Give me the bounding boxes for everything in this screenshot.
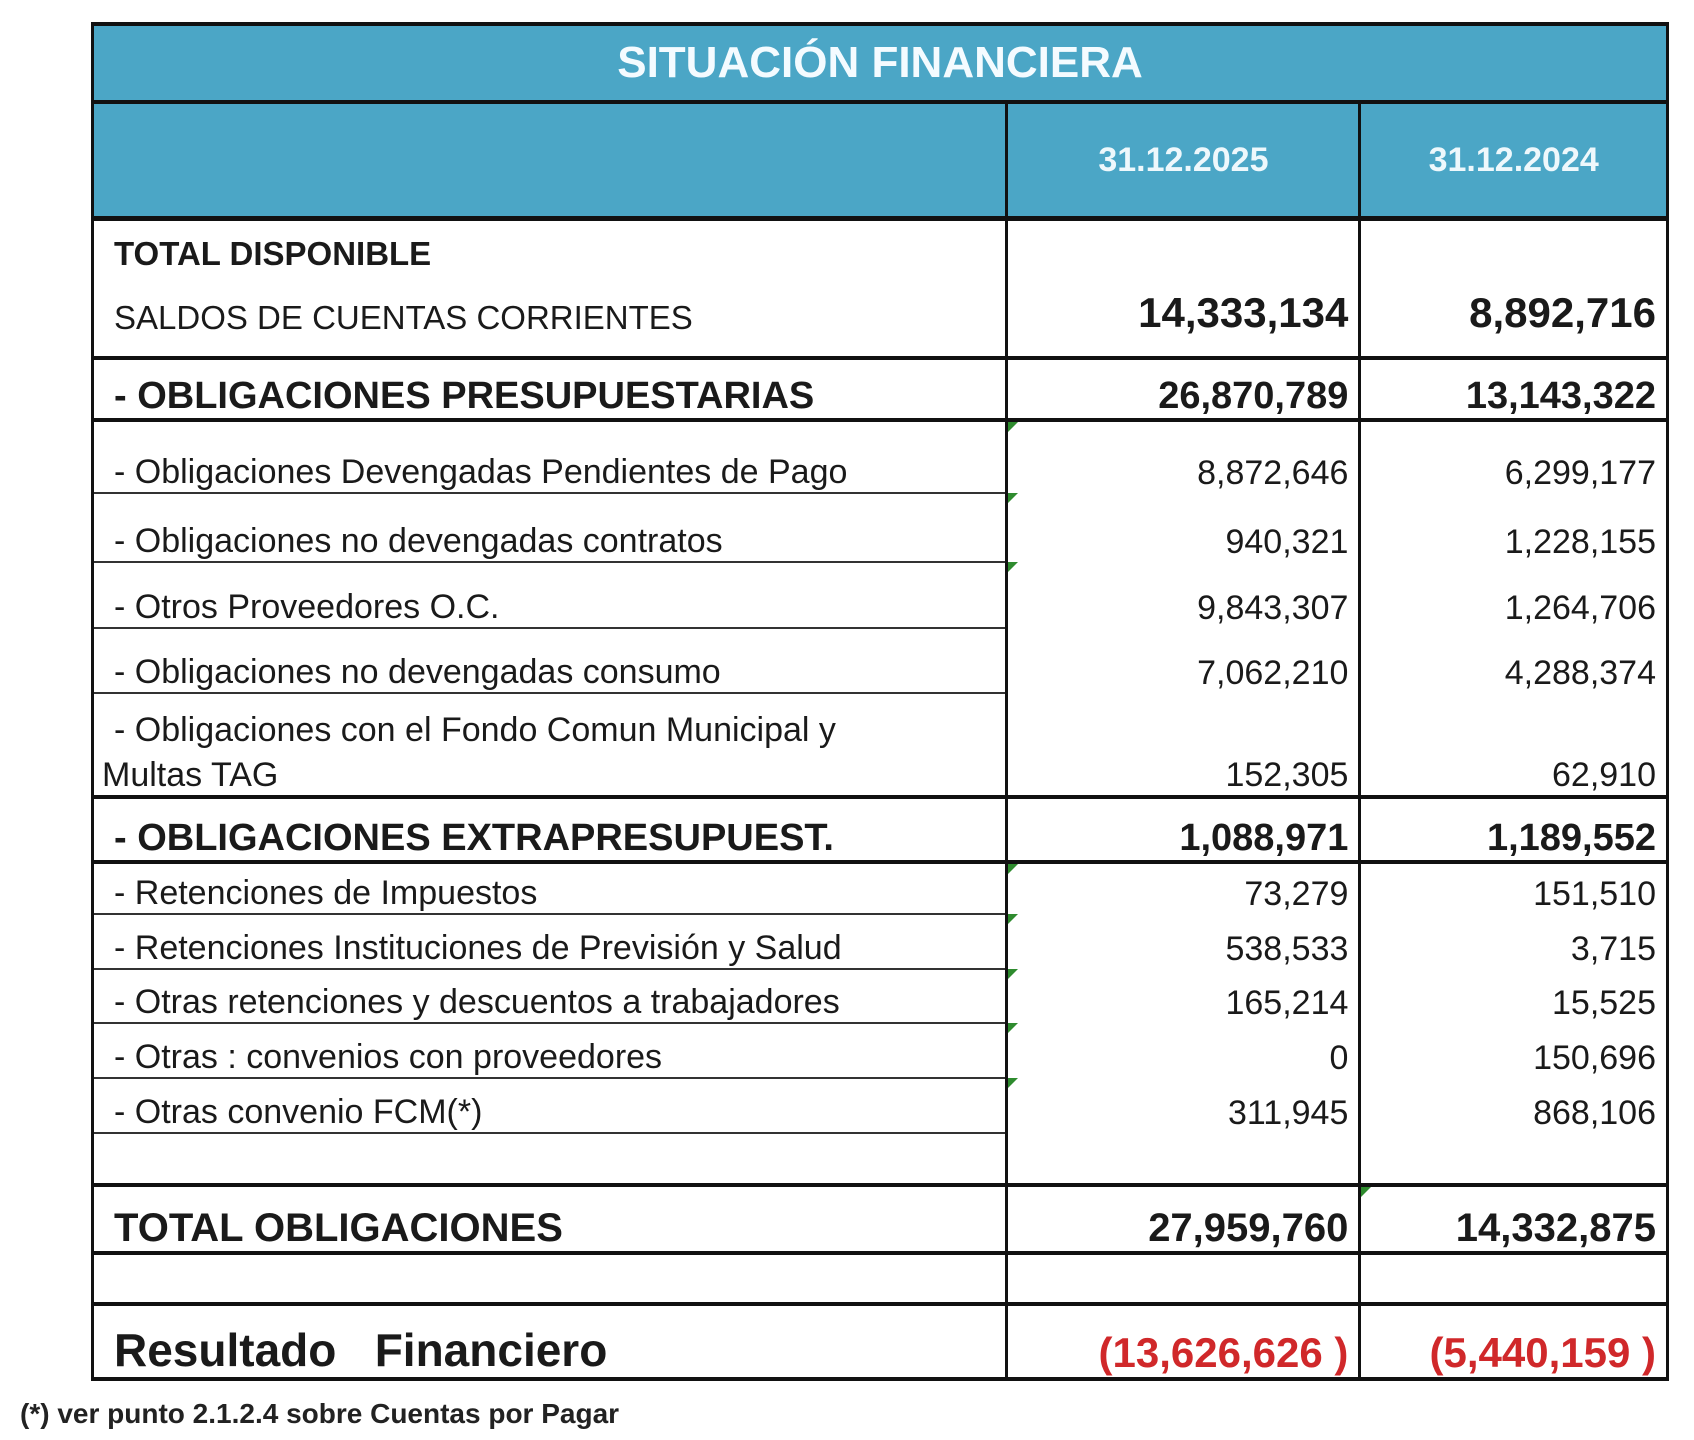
row-value-2024: 3,715 xyxy=(1358,913,1669,969)
resultado-2024: (5,440,159 ) xyxy=(1358,1301,1669,1381)
header-blank xyxy=(90,102,1009,221)
row-value-2024: 4,288,374 xyxy=(1358,627,1669,693)
row-label: - Obligaciones con el Fondo Comun Munici… xyxy=(90,692,1009,798)
row-value-2025: 9,843,307 xyxy=(1005,561,1362,628)
total-obligaciones-2025: 27,959,760 xyxy=(1005,1182,1362,1255)
row-value-2024: 1,228,155 xyxy=(1358,492,1669,562)
table-row: - Otras convenio FCM(*) 311,945 868,106 xyxy=(90,1077,1669,1134)
saldos-value-2025: 14,333,134 xyxy=(1005,218,1362,358)
saldos-label: SALDOS DE CUENTAS CORRIENTES xyxy=(114,299,693,336)
row-label: - Retenciones Instituciones de Previsión… xyxy=(90,913,1009,970)
presupuestarias-value-2024: 13,143,322 xyxy=(1358,355,1669,422)
row-label: - Otros Proveedores O.C. xyxy=(90,561,1009,629)
row-value-2025: 940,321 xyxy=(1005,492,1362,562)
empty-row xyxy=(90,1132,1669,1186)
extrapresupuestarias-value-2025: 1,088,971 xyxy=(1005,794,1362,864)
row-label: - Retenciones de Impuestos xyxy=(90,861,1009,915)
total-disponible-row: TOTAL DISPONIBLE SALDOS DE CUENTAS CORRI… xyxy=(90,218,1669,358)
row-value-2024: 868,106 xyxy=(1358,1077,1669,1133)
row-value-2025: 73,279 xyxy=(1005,861,1362,914)
resultado-2025: (13,626,626 ) xyxy=(1005,1301,1362,1381)
row-label: - Obligaciones no devengadas contratos xyxy=(90,492,1009,563)
presupuestarias-row: - OBLIGACIONES PRESUPUESTARIAS 26,870,78… xyxy=(90,355,1669,422)
table-row: - Retenciones Instituciones de Previsión… xyxy=(90,913,1669,970)
row-value-2025: 538,533 xyxy=(1005,913,1362,969)
table-row: - Retenciones de Impuestos 73,279 151,51… xyxy=(90,861,1669,915)
row-label-line1: - Obligaciones con el Fondo Comun Munici… xyxy=(114,710,836,749)
extrapresupuestarias-value-2024: 1,189,552 xyxy=(1358,794,1669,864)
row-label: - Obligaciones Devengadas Pendientes de … xyxy=(90,419,1009,494)
table-row: - Obligaciones no devengadas consumo 7,0… xyxy=(90,627,1669,694)
financial-situation-table: SITUACIÓN FINANCIERA 31.12.2025 31.12.20… xyxy=(90,22,1669,1381)
row-value-2024: 6,299,177 xyxy=(1358,419,1669,493)
presupuestarias-label: - OBLIGACIONES PRESUPUESTARIAS xyxy=(90,355,1009,422)
row-label: - Otras convenio FCM(*) xyxy=(90,1077,1009,1134)
empty-row xyxy=(90,1250,1669,1306)
total-obligaciones-2024: 14,332,875 xyxy=(1358,1182,1669,1255)
row-value-2025: 0 xyxy=(1005,1022,1362,1078)
total-obligaciones-row: TOTAL OBLIGACIONES 27,959,760 14,332,875 xyxy=(90,1182,1669,1255)
extrapresupuestarias-row: - OBLIGACIONES EXTRAPRESUPUEST. 1,088,97… xyxy=(90,794,1669,864)
row-label-line2: Multas TAG xyxy=(102,755,279,794)
resultado-row: Resultado Financiero (13,626,626 ) (5,44… xyxy=(90,1301,1669,1381)
table-row: - Otras : convenios con proveedores 0 15… xyxy=(90,1022,1669,1079)
total-obligaciones-label: TOTAL OBLIGACIONES xyxy=(90,1182,1009,1255)
row-value-2024: 15,525 xyxy=(1358,968,1669,1023)
resultado-label: Resultado Financiero xyxy=(90,1301,1009,1381)
table-row: - Obligaciones no devengadas contratos 9… xyxy=(90,492,1669,563)
total-disponible-heading: TOTAL DISPONIBLE xyxy=(114,235,432,272)
table-row: - Otros Proveedores O.C. 9,843,307 1,264… xyxy=(90,561,1669,629)
table-row: - Obligaciones con el Fondo Comun Munici… xyxy=(90,692,1669,798)
row-label: - Otras : convenios con proveedores xyxy=(90,1022,1009,1079)
row-value-2025: 311,945 xyxy=(1005,1077,1362,1133)
row-label: - Obligaciones no devengadas consumo xyxy=(90,627,1009,694)
row-value-2025: 165,214 xyxy=(1005,968,1362,1023)
extrapresupuestarias-label: - OBLIGACIONES EXTRAPRESUPUEST. xyxy=(90,794,1009,864)
row-value-2025: 7,062,210 xyxy=(1005,627,1362,693)
table-row: - Obligaciones Devengadas Pendientes de … xyxy=(90,419,1669,494)
row-label: - Otras retenciones y descuentos a traba… xyxy=(90,968,1009,1024)
column-header-2025: 31.12.2025 xyxy=(1005,102,1362,221)
row-value-2024: 1,264,706 xyxy=(1358,561,1669,628)
row-value-2025: 152,305 xyxy=(1005,692,1362,797)
row-value-2024: 151,510 xyxy=(1358,861,1669,914)
table-title: SITUACIÓN FINANCIERA xyxy=(91,22,1669,104)
row-value-2025: 8,872,646 xyxy=(1005,419,1362,493)
presupuestarias-value-2025: 26,870,789 xyxy=(1005,355,1362,422)
saldos-value-2024: 8,892,716 xyxy=(1358,218,1669,358)
row-value-2024: 150,696 xyxy=(1358,1022,1669,1078)
row-value-2024: 62,910 xyxy=(1358,692,1669,797)
table-row: - Otras retenciones y descuentos a traba… xyxy=(90,968,1669,1024)
column-header-2024: 31.12.2024 xyxy=(1358,102,1669,221)
footnote: (*) ver punto 2.1.2.4 sobre Cuentas por … xyxy=(20,1398,620,1429)
